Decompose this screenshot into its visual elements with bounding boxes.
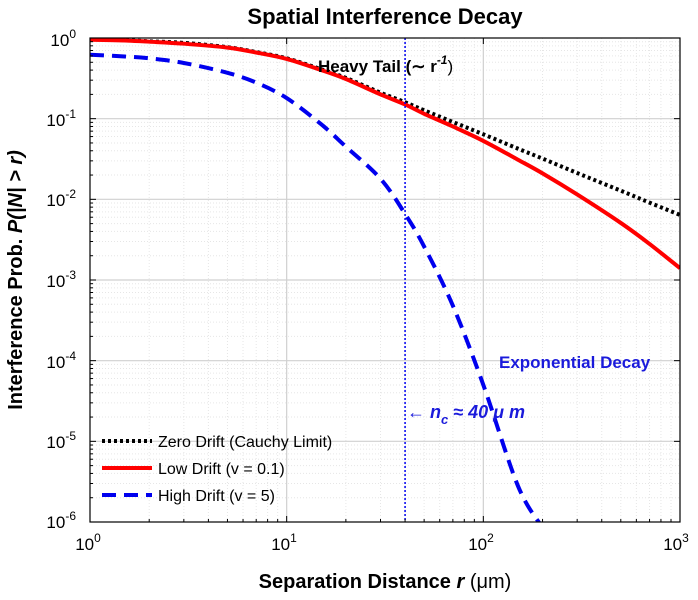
y-tick-label-6: 100 xyxy=(50,27,76,50)
y-axis-label: Interference Prob. P(|N| > r) xyxy=(5,150,27,410)
exponential-decay-annotation: Exponential Decay xyxy=(499,353,651,372)
x-tick-label-2: 102 xyxy=(468,531,494,554)
legend: Zero Drift (Cauchy Limit) Low Drift (v =… xyxy=(102,434,332,505)
x-tick-label-0: 100 xyxy=(75,531,101,554)
series-line-1 xyxy=(90,38,680,270)
x-tick-label-3: 103 xyxy=(663,531,689,554)
heavy-tail-annotation: Heavy Tail (∼ r-1) xyxy=(318,53,453,76)
x-tick-label-1: 101 xyxy=(271,531,297,554)
series-layer xyxy=(90,38,680,522)
critical-distance-annotation: ← nc ≈ 40 μ m xyxy=(407,402,525,427)
legend-label-high-drift: High Drift (v = 5) xyxy=(158,488,275,505)
legend-label-low-drift: Low Drift (v = 0.1) xyxy=(158,461,285,478)
series-line-2 xyxy=(90,52,542,522)
legend-label-zero-drift: Zero Drift (Cauchy Limit) xyxy=(158,434,332,451)
y-tick-label-0: 10-6 xyxy=(46,509,76,532)
y-tick-label-2: 10-4 xyxy=(46,349,76,372)
axis-ticks xyxy=(89,37,681,523)
y-tick-label-3: 10-3 xyxy=(46,268,76,291)
x-axis-label: Separation Distance r (μm) xyxy=(259,571,512,593)
y-tick-label-4: 10-2 xyxy=(46,187,76,210)
y-tick-label-1: 10-5 xyxy=(46,429,76,452)
y-tick-label-5: 10-1 xyxy=(46,107,76,130)
chart-title: Spatial Interference Decay xyxy=(247,4,523,29)
